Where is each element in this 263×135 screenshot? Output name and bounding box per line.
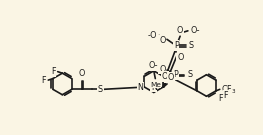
Text: O: O <box>165 73 171 82</box>
Text: S: S <box>189 41 194 50</box>
Text: P: P <box>174 41 179 50</box>
Text: Me: Me <box>150 82 161 88</box>
Text: F: F <box>42 76 46 85</box>
Text: O: O <box>177 53 183 62</box>
Text: O: O <box>159 36 165 45</box>
Text: S: S <box>187 70 192 79</box>
Text: S: S <box>98 85 103 94</box>
Text: F: F <box>224 91 228 100</box>
Text: N: N <box>151 83 157 92</box>
Text: O: O <box>159 65 165 74</box>
Text: O-: O- <box>148 61 158 70</box>
Text: O: O <box>168 72 174 82</box>
Text: O: O <box>161 72 168 81</box>
Text: F: F <box>51 67 55 76</box>
Text: N: N <box>138 82 144 92</box>
Text: -O: -O <box>147 31 157 40</box>
Text: CF$_3$: CF$_3$ <box>221 83 237 96</box>
Text: O: O <box>177 26 183 35</box>
Text: P: P <box>173 70 178 79</box>
Text: O-: O- <box>190 26 200 35</box>
Text: F: F <box>218 94 223 103</box>
Text: O: O <box>79 69 85 78</box>
